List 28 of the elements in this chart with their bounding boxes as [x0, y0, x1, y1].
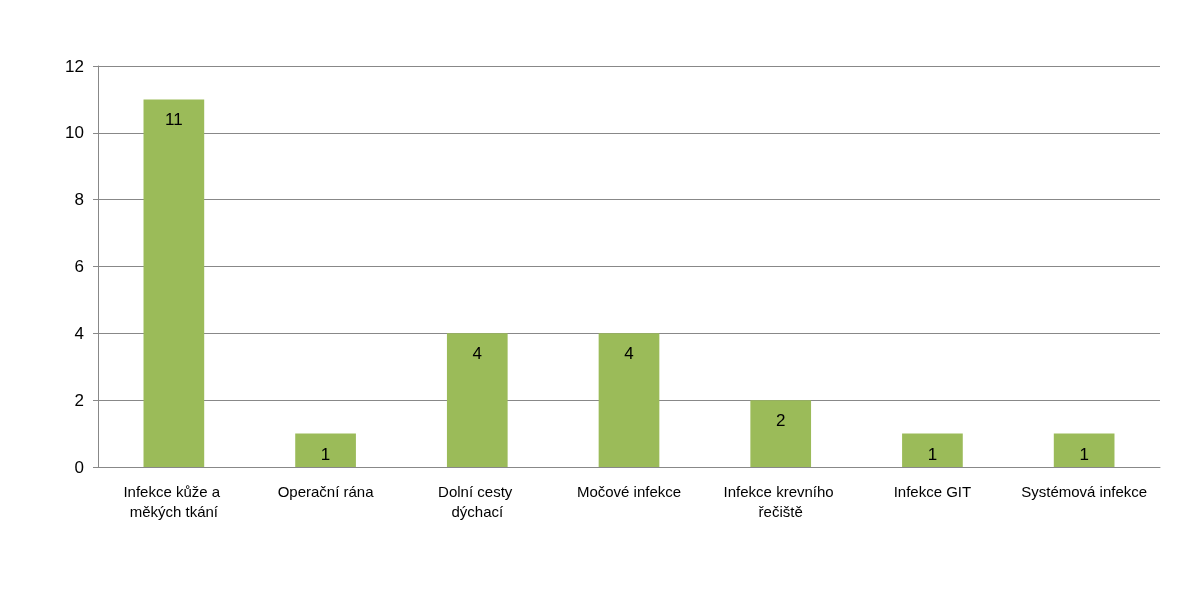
- bar: [750, 400, 812, 467]
- y-tick-label: 10: [65, 123, 84, 143]
- bar: [295, 433, 356, 467]
- data-label: 4: [624, 344, 634, 364]
- bar: [143, 99, 205, 467]
- bar: [446, 333, 508, 467]
- y-tick-label: 6: [74, 257, 84, 276]
- data-label: 4: [472, 344, 483, 364]
- y-tick-label: 12: [65, 56, 84, 76]
- x-tick-label: Operační rána: [277, 482, 375, 500]
- data-label: 2: [775, 411, 786, 431]
- x-tick-label: Infekce kůže a měkých tkání: [123, 482, 225, 520]
- bar: [902, 433, 963, 467]
- x-tick-label: Močové infekce: [576, 482, 682, 500]
- data-label: 1: [320, 444, 331, 464]
- x-tick-label: Infekce GIT: [893, 482, 972, 500]
- x-tick-label: Infekce krevního řečiště: [723, 482, 838, 520]
- bar: [598, 333, 660, 467]
- y-tick-label: 8: [74, 190, 84, 210]
- bar: [1053, 433, 1115, 467]
- data-label: 1: [927, 444, 938, 464]
- data-label: 1: [1079, 444, 1089, 464]
- y-tick-label: 0: [74, 457, 84, 477]
- y-tick-label: 2: [74, 390, 84, 410]
- y-tick-label: 4: [74, 323, 84, 343]
- data-label: 11: [165, 110, 183, 130]
- x-tick-label: Dolní cesty dýchací: [438, 482, 517, 520]
- x-tick-label: Systémová infekce: [1021, 482, 1148, 500]
